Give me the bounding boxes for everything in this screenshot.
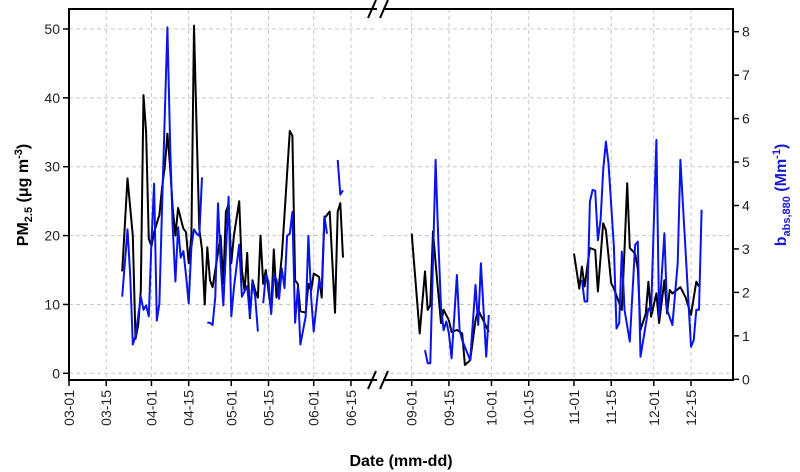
right-axis-title: babs,880 (Mm-1) xyxy=(771,144,793,247)
x-tick-label: 04-15 xyxy=(181,390,197,426)
babs-line-segment xyxy=(580,138,703,358)
babs-line-segment xyxy=(262,211,328,346)
axis-break-mark xyxy=(379,370,389,390)
right-tick-label: 2 xyxy=(742,284,750,300)
x-axis-title: Date (mm-dd) xyxy=(349,453,452,470)
right-tick-label: 7 xyxy=(742,67,750,83)
x-tick-label: 06-15 xyxy=(343,390,359,426)
left-axis-title-close: ) xyxy=(15,144,32,149)
right-tick-label: 0 xyxy=(742,371,750,387)
frame-right-part xyxy=(383,8,734,381)
right-axis-title-sup: -1 xyxy=(771,149,783,159)
x-tick-label: 11-01 xyxy=(566,390,582,425)
x-tick-label: 03-15 xyxy=(98,390,114,426)
left-axis-title-sup: -3 xyxy=(13,149,25,159)
x-tick-label: 09-15 xyxy=(441,390,457,426)
right-tick-label: 3 xyxy=(742,241,750,257)
x-tick-label: 05-15 xyxy=(261,390,277,426)
left-axis-title-main: PM xyxy=(15,222,32,246)
x-tick-label: 09-01 xyxy=(404,390,420,426)
right-tick-label: 1 xyxy=(742,328,750,344)
x-tick-label: 12-15 xyxy=(683,390,699,426)
left-tick-label: 10 xyxy=(44,296,60,312)
ticks: 03-01 03-15 04-01 04-15 05-01 05-15 06-01 06-15… xyxy=(44,21,750,426)
left-tick-label: 20 xyxy=(44,228,60,244)
right-axis-title-close: ) xyxy=(773,144,790,149)
left-axis-title-sub: 2.5 xyxy=(23,207,35,222)
frame-left-part xyxy=(68,8,377,381)
axis-break-mark xyxy=(367,370,377,390)
right-axis-title-unit: (Mm xyxy=(773,159,790,196)
babs-line-segment xyxy=(207,195,259,332)
right-tick-label: 5 xyxy=(742,154,750,170)
x-tick-label: 11-15 xyxy=(603,390,619,425)
pm25-line-segment xyxy=(573,182,700,331)
right-axis-title-main: b xyxy=(773,236,790,246)
right-tick-label: 4 xyxy=(742,198,750,214)
x-tick-label: 10-15 xyxy=(521,390,537,426)
x-tick-label: 03-01 xyxy=(61,390,77,426)
gridlines xyxy=(69,9,733,380)
series-lines xyxy=(121,24,703,366)
right-tick-label: 8 xyxy=(742,24,750,40)
x-tick-label: 05-01 xyxy=(223,390,239,426)
left-tick-label: 30 xyxy=(44,159,60,175)
x-tick-label: 04-01 xyxy=(143,390,159,426)
x-tick-label: 12-01 xyxy=(646,390,662,426)
babs-line-segment xyxy=(121,26,203,346)
right-axis-title-sub: abs,880 xyxy=(781,196,793,236)
left-tick-label: 40 xyxy=(44,90,60,106)
plot-frame xyxy=(68,0,734,390)
babs-line-segment xyxy=(424,158,490,365)
axis-break-mark xyxy=(379,0,389,19)
right-tick-label: 6 xyxy=(742,111,750,127)
axis-break-mark xyxy=(367,0,377,19)
left-tick-label: 50 xyxy=(44,21,60,37)
left-tick-label: 0 xyxy=(52,365,60,381)
left-axis-title-unit: (μg m xyxy=(15,159,32,207)
x-tick-label: 10-01 xyxy=(484,390,500,426)
babs-line-segment xyxy=(336,159,344,196)
x-tick-label: 06-01 xyxy=(306,390,322,426)
pm25-line-segment xyxy=(410,230,490,366)
left-axis-title: PM2.5 (μg m-3) xyxy=(13,144,35,246)
